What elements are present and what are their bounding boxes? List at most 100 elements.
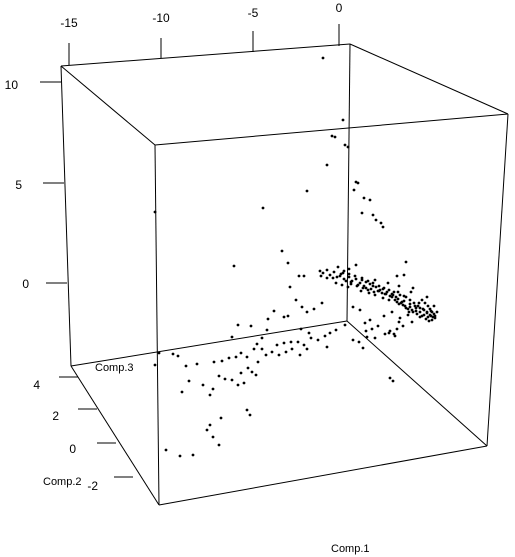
data-point [321, 271, 325, 275]
x-tick-label: -15 [60, 16, 78, 30]
data-point [178, 454, 182, 458]
data-point [302, 274, 306, 278]
data-point [298, 353, 302, 357]
data-point [411, 286, 415, 290]
data-point [366, 288, 370, 292]
data-point [352, 188, 356, 192]
data-point [223, 377, 227, 381]
data-point [353, 274, 357, 278]
y-tick-label: 0 [69, 442, 76, 456]
data-point [358, 308, 362, 312]
data-point [347, 275, 351, 279]
data-point [325, 268, 329, 272]
data-point [346, 285, 350, 289]
data-point [380, 291, 384, 295]
data-point [369, 287, 373, 291]
data-point [429, 314, 433, 318]
data-point [230, 335, 234, 339]
data-point [367, 291, 371, 295]
data-point [294, 298, 298, 302]
data-point [331, 276, 335, 280]
data-point [157, 351, 161, 355]
data-point [360, 276, 364, 280]
data-point [180, 390, 184, 394]
data-point [365, 335, 369, 339]
data-point [354, 263, 358, 267]
data-point [333, 135, 337, 139]
box-edge-front-left [154, 144, 160, 506]
data-point [246, 366, 250, 370]
data-point [427, 319, 431, 323]
data-point [351, 305, 355, 309]
data-point [399, 301, 403, 305]
data-point [227, 356, 231, 360]
data-point [358, 281, 362, 285]
box-edge-back-left [60, 65, 72, 367]
data-point [305, 310, 309, 314]
data-point [346, 145, 350, 149]
box-edge-back-right [346, 43, 351, 322]
x-axis-label: Comp.1 [331, 543, 370, 555]
data-point [370, 327, 374, 331]
data-point [377, 284, 381, 288]
data-point [340, 283, 344, 287]
data-point [347, 267, 351, 271]
z-tick-label: 10 [5, 78, 19, 92]
data-point [254, 373, 258, 377]
y-tick-label: 4 [33, 378, 40, 392]
data-point [307, 331, 311, 335]
data-point [256, 360, 260, 364]
data-point [373, 293, 377, 297]
data-point [402, 294, 406, 298]
box-edge-front-top [154, 113, 509, 146]
data-point [390, 292, 394, 296]
data-point [382, 286, 386, 290]
data-point [332, 270, 336, 274]
data-point [416, 304, 420, 308]
data-point [309, 336, 313, 340]
data-point [312, 307, 316, 311]
data-point [372, 290, 376, 294]
data-point [364, 329, 368, 333]
data-point [184, 364, 188, 368]
data-point [433, 314, 437, 318]
box-edge-back-top [60, 43, 351, 67]
data-point [373, 336, 377, 340]
data-point [305, 189, 309, 193]
data-point [343, 143, 347, 147]
x-tick-label: 0 [336, 1, 343, 15]
data-point [407, 310, 411, 314]
data-point [396, 290, 400, 294]
data-point [357, 340, 361, 344]
data-point [334, 328, 338, 332]
data-point [354, 277, 358, 281]
data-point [325, 276, 329, 280]
data-point [153, 210, 157, 214]
data-point [382, 314, 386, 318]
data-point [401, 324, 405, 328]
data-point [374, 218, 378, 222]
data-point [153, 363, 157, 367]
data-point [201, 383, 205, 387]
data-point [408, 298, 412, 302]
data-point [335, 275, 339, 279]
z-tick-label: 0 [22, 277, 29, 291]
data-point [234, 355, 238, 359]
data-point [383, 332, 387, 336]
data-point [371, 281, 375, 285]
data-point [217, 443, 221, 447]
data-point [242, 381, 246, 385]
data-point [408, 302, 412, 306]
data-point [316, 338, 320, 342]
data-point [393, 298, 397, 302]
data-point [393, 334, 397, 338]
data-point [191, 453, 195, 457]
data-point [423, 301, 427, 305]
data-point [371, 284, 375, 288]
data-point [236, 323, 240, 327]
data-point [421, 307, 425, 311]
data-point [286, 261, 290, 265]
axis-labels: Comp.3 Comp.2 Comp.1 [43, 362, 370, 555]
data-point [342, 277, 346, 281]
